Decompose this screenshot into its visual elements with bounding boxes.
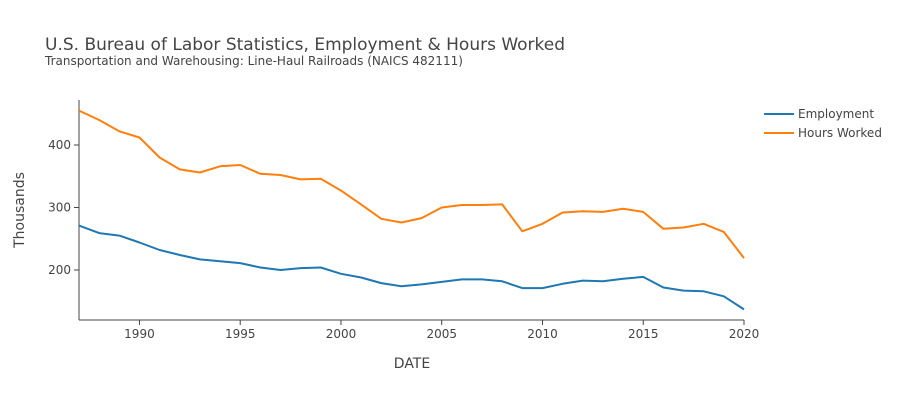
x-tick-label: 1990 — [124, 327, 155, 341]
y-tick-label: 200 — [48, 263, 71, 277]
legend-label-employment: Employment — [798, 107, 874, 121]
x-tick-label: 1995 — [225, 327, 256, 341]
series-layer — [78, 109, 745, 311]
chart-title: U.S. Bureau of Labor Statistics, Employm… — [45, 35, 565, 55]
axes: 1990 1995 2000 2005 2010 2015 2020 200 300 400 — [48, 100, 759, 341]
series-line-hours-worked — [78, 109, 745, 259]
x-tick-label: 2010 — [527, 327, 558, 341]
y-axis-title: Thousands — [12, 172, 28, 249]
x-tick-label: 2020 — [729, 327, 760, 341]
chart-subtitle: Transportation and Warehousing: Line-Hau… — [44, 54, 463, 68]
x-tick-label: 2000 — [326, 327, 357, 341]
y-tick-label: 400 — [48, 138, 71, 152]
series-line-employment — [78, 224, 745, 311]
x-tick-label: 2015 — [628, 327, 659, 341]
x-axis-title: DATE — [394, 356, 430, 372]
x-tick-label: 2005 — [426, 327, 457, 341]
y-tick-label: 300 — [48, 201, 71, 215]
legend-label-hours-worked: Hours Worked — [798, 126, 882, 140]
legend: Employment Hours Worked — [764, 107, 882, 140]
